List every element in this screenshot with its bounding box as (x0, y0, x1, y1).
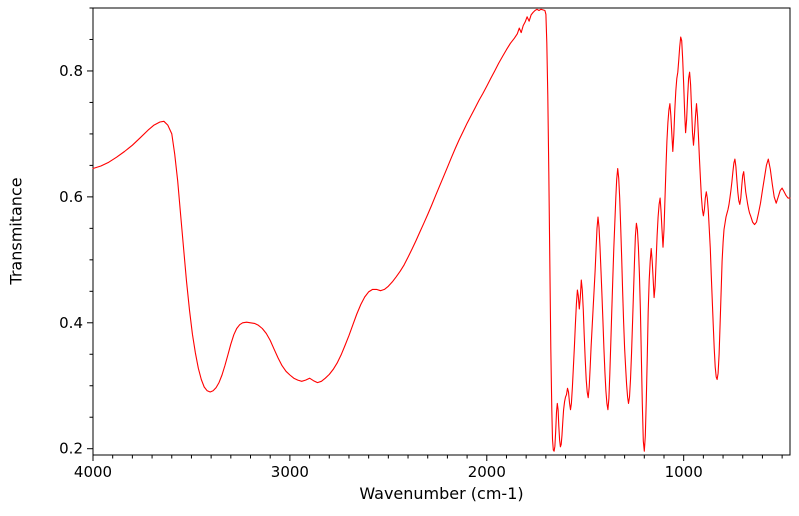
x-axis-label: Wavenumber (cm-1) (359, 484, 524, 503)
y-tick-label: 0.4 (59, 314, 83, 332)
y-tick-label: 0.2 (59, 440, 83, 458)
x-tick-label: 4000 (74, 463, 112, 481)
y-tick-label: 0.8 (59, 62, 83, 80)
x-tick-label: 3000 (271, 463, 309, 481)
y-tick-label: 0.6 (59, 188, 83, 206)
y-axis-label: Transmitance (6, 177, 26, 285)
plot-frame (92, 7, 791, 456)
x-tick-label: 1000 (665, 463, 703, 481)
spectrum-line (92, 8, 791, 452)
x-tick-label: 2000 (468, 463, 506, 481)
